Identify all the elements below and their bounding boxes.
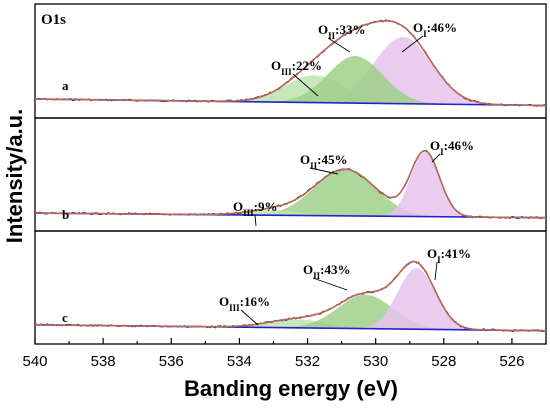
- peak-o-i: [301, 268, 532, 331]
- peak-label-iii: OIII:22%: [271, 58, 322, 77]
- peak-o-i: [225, 37, 550, 106]
- fit-envelope: [34, 19, 547, 107]
- peak-label-i: OI:46%: [430, 138, 474, 157]
- leader-line: [431, 153, 441, 163]
- peak-label-ii: OII:33%: [318, 22, 365, 41]
- x-tick-label: 530: [363, 353, 388, 370]
- leader-line: [309, 167, 339, 175]
- chart-title: O1s: [41, 12, 66, 28]
- x-tick-label: 528: [431, 353, 456, 370]
- peak-label-i: OI:41%: [427, 246, 471, 265]
- fit-envelope: [35, 149, 546, 219]
- peak-o-iii: [114, 210, 433, 217]
- x-tick-label: 540: [22, 353, 47, 370]
- panel-label: b: [62, 207, 69, 222]
- peak-o-i: [336, 152, 514, 218]
- panel-b: b OI:46% OII:45% OIII:9%: [34, 117, 547, 232]
- panels-layer: a OI:46% OII:33% OIII:22% b OI:46% OII:45% OIII…: [34, 3, 550, 345]
- x-tick-label: 534: [227, 353, 252, 370]
- panel-label: c: [62, 310, 68, 325]
- panel-c: c OI:41% OII:43% OIII:16%: [34, 230, 547, 345]
- peak-o-ii: [186, 56, 524, 106]
- y-axis-label: Intensity/a.u.: [2, 109, 27, 243]
- x-axis: 540 538 536 534 532 530 528 526: [22, 338, 547, 370]
- peak-o-ii: [197, 294, 534, 331]
- peak-label-iii: OIII:16%: [219, 294, 270, 313]
- x-axis-label: Banding energy (eV): [184, 376, 398, 401]
- panel-frame: [34, 230, 547, 345]
- peak-o-iii: [120, 319, 475, 330]
- peak-label-ii: OII:45%: [300, 152, 347, 171]
- peak-label-iii: OIII:9%: [233, 199, 277, 218]
- fit-envelope: [35, 260, 546, 332]
- leader-line: [312, 277, 348, 291]
- peak-o-ii: [159, 169, 531, 218]
- x-tick-label: 536: [159, 353, 184, 370]
- panel-a: a OI:46% OII:33% OIII:22%: [34, 3, 550, 119]
- panel-label: a: [62, 78, 69, 93]
- leader-line: [292, 73, 319, 97]
- leader-line: [240, 309, 259, 326]
- x-tick-label: 532: [295, 353, 320, 370]
- x-tick-label: 538: [91, 353, 116, 370]
- x-tick-label: 526: [499, 353, 524, 370]
- leader-line: [327, 37, 351, 53]
- leader-line: [254, 214, 257, 227]
- leader-line: [401, 35, 424, 53]
- peak-label-ii: OII:43%: [303, 262, 350, 281]
- peak-label-i: OI:46%: [413, 20, 457, 39]
- leader-line: [434, 261, 438, 281]
